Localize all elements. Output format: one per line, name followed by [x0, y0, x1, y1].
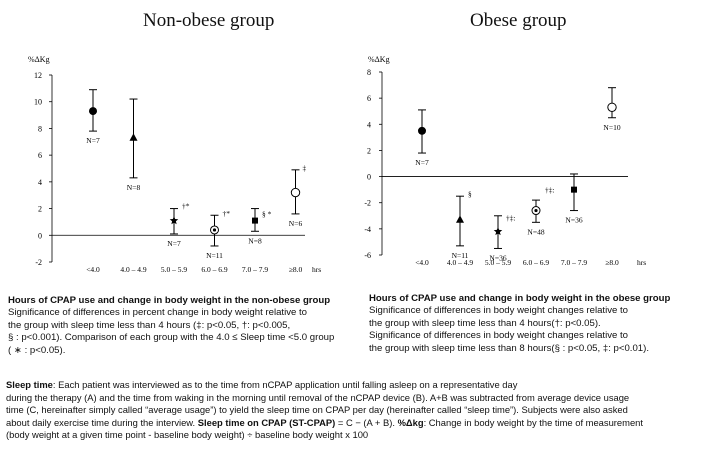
right-y-tick-label: 2 — [367, 146, 371, 155]
left-n-label: N=8 — [127, 183, 141, 192]
right-caption-line: the group with sleep time less than 8 ho… — [369, 342, 649, 354]
right-point-marker — [418, 126, 426, 135]
left-caption-line: the group with sleep time less than 4 ho… — [8, 319, 291, 331]
left-x-tick-label: <4.0 — [86, 265, 100, 274]
right-y-tick-label: 8 — [367, 68, 371, 77]
left-point-marker — [252, 217, 258, 224]
right-caption-line: Significance of differences in body weig… — [369, 305, 629, 317]
left-significance-label: †* — [182, 202, 190, 211]
left-x-tick-label: 5.0 – 5.9 — [161, 265, 188, 274]
right-y-tick-label: 6 — [367, 94, 371, 103]
right-y-axis-label: %ΔKg — [368, 55, 390, 64]
right-x-tick-label: 5.0 – 5.9 — [485, 258, 512, 267]
left-n-label: N=11 — [206, 251, 223, 260]
left-y-axis-label: %ΔKg — [28, 55, 50, 64]
left-caption-line: Significance of differences in percent c… — [8, 307, 308, 319]
left-significance-label: †* — [223, 209, 231, 218]
left-point-marker-dot — [212, 228, 217, 232]
left-x-tick-label: 6.0 – 6.9 — [201, 265, 228, 274]
right-y-tick-label: 0 — [367, 173, 371, 182]
right-point-marker — [493, 226, 503, 236]
left-n-label: N=7 — [86, 136, 100, 145]
right-x-tick-label: <4.0 — [415, 258, 429, 267]
right-n-label: N=7 — [415, 158, 429, 167]
left-x-tick-label: ≥8.0 — [289, 265, 303, 274]
right-y-tick-label: 4 — [367, 120, 371, 129]
left-panel-title: Non-obese group — [143, 10, 275, 31]
left-significance-label: ‡ — [303, 164, 307, 173]
right-caption: Hours of CPAP use and change in body wei… — [369, 293, 705, 355]
right-n-label: N=10 — [603, 123, 620, 132]
left-caption-line: ( ∗ : p<0.05). — [8, 344, 66, 356]
right-x-tick-label: 7.0 – 7.9 — [561, 258, 588, 267]
right-point-marker — [607, 102, 617, 112]
right-y-tick-label: -4 — [364, 225, 371, 234]
right-n-label: N=36 — [565, 216, 582, 225]
right-point-marker — [571, 186, 577, 193]
right-y-tick-label: -2 — [364, 199, 371, 208]
right-x-axis-label: hrs — [637, 258, 646, 267]
left-x-tick-label: 4.0 – 4.9 — [120, 265, 147, 274]
left-x-axis-label: hrs — [312, 265, 321, 274]
right-n-label: N=11 — [452, 251, 469, 260]
left-y-tick-label: 0 — [38, 231, 42, 240]
left-n-label: N=7 — [167, 239, 181, 248]
right-significance-label: †‡: — [506, 213, 516, 222]
left-point-marker — [169, 216, 179, 225]
right-x-tick-label: ≥8.0 — [605, 258, 619, 267]
right-caption-heading: Hours of CPAP use and change in body wei… — [369, 293, 671, 304]
right-n-label: N=48 — [527, 227, 544, 236]
left-point-marker — [290, 187, 301, 198]
footnote-line: about daily exercise time during the int… — [6, 416, 643, 428]
left-point-marker — [89, 107, 97, 116]
footnote-line: Sleep time: Each patient was interviewed… — [6, 379, 518, 390]
footnote-line: during the therapy (A) and the time from… — [6, 391, 630, 403]
left-y-tick-label: 2 — [38, 205, 42, 214]
right-n-label: N=36 — [489, 253, 506, 262]
right-x-tick-label: 6.0 – 6.9 — [523, 258, 550, 267]
right-panel-title: Obese group — [470, 10, 567, 31]
left-y-tick-label: -2 — [35, 258, 42, 267]
left-significance-label: § * — [262, 210, 272, 219]
left-y-tick-label: 6 — [38, 151, 42, 160]
right-caption-line: the group with sleep time less than 4 ho… — [369, 317, 601, 329]
right-x-tick-label: 4.0 – 4.9 — [447, 258, 474, 267]
footnote-line: time (C, hereinafter simply called “aver… — [6, 404, 628, 416]
right-point-marker-dot — [534, 208, 538, 213]
left-caption: Hours of CPAP use and change in body wei… — [8, 295, 358, 357]
left-n-label: N=8 — [248, 236, 262, 245]
right-caption-line: Significance of differences in body weig… — [369, 330, 629, 342]
left-y-tick-label: 4 — [38, 178, 42, 187]
left-y-tick-label: 10 — [34, 98, 42, 107]
footnote-line: (body weight at a given time point - bas… — [6, 429, 369, 441]
right-significance-label: †‡: — [545, 186, 555, 195]
left-y-tick-label: 12 — [34, 71, 42, 80]
footnote: Sleep time: Each patient was interviewed… — [6, 379, 704, 442]
left-x-tick-label: 7.0 – 7.9 — [242, 265, 269, 274]
left-caption-heading: Hours of CPAP use and change in body wei… — [8, 295, 331, 306]
left-n-label: N=6 — [289, 219, 303, 228]
right-significance-label: § — [468, 190, 472, 199]
left-point-marker — [129, 133, 138, 141]
left-y-tick-label: 8 — [38, 124, 42, 133]
left-caption-line: § : p<0.001). Comparison of each group w… — [8, 332, 335, 344]
right-y-tick-label: -6 — [364, 251, 371, 260]
right-point-marker — [456, 215, 464, 223]
